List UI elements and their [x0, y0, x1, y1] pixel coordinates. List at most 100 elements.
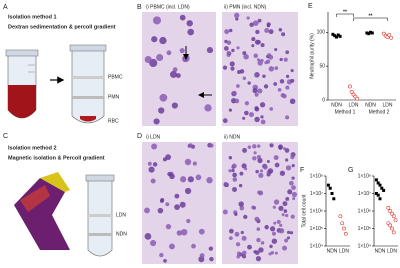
cell [172, 67, 178, 73]
data-point [335, 35, 338, 39]
cell [236, 46, 240, 50]
panel-letter: B [137, 4, 142, 11]
cell [251, 44, 255, 48]
data-point [390, 226, 394, 231]
data-point [355, 96, 360, 101]
cell [156, 53, 164, 62]
cell [266, 24, 271, 28]
cell [244, 101, 250, 106]
cell [285, 213, 289, 218]
tube-c [85, 174, 115, 257]
cell [285, 50, 290, 55]
x-tick-label: NDN [327, 248, 338, 254]
panel-title: Isolation method 2 [8, 145, 57, 151]
cell [179, 48, 185, 54]
cell [236, 84, 240, 88]
cell [269, 143, 274, 148]
cell [254, 72, 258, 76]
cell [268, 252, 272, 256]
cell [235, 242, 241, 247]
data-point [326, 183, 330, 187]
panel-letter: G [348, 167, 353, 174]
cell [209, 143, 214, 148]
cell [179, 14, 186, 21]
cell [234, 231, 240, 237]
x-tick-label: LDN [387, 248, 397, 254]
cell [234, 12, 240, 18]
cell [257, 157, 263, 164]
cell [158, 107, 165, 114]
cell [274, 47, 278, 52]
panel-letter: A [3, 4, 8, 11]
y-tick-label: 1×10⁵ [358, 226, 371, 232]
data-point [369, 30, 372, 34]
cell [266, 160, 270, 164]
cell [228, 228, 234, 234]
cell [256, 227, 261, 231]
cell [254, 39, 261, 45]
layer-label: LDN [116, 212, 126, 218]
y-tick-label: 1×10⁵ [310, 226, 323, 232]
cell [222, 65, 228, 70]
cell [273, 82, 278, 86]
cell [286, 236, 290, 240]
data-point [340, 221, 345, 226]
cell [228, 28, 233, 33]
cell [188, 143, 193, 148]
x-tick-label: NDN [365, 102, 376, 108]
cell [180, 176, 187, 183]
cell [285, 85, 290, 90]
cell [279, 79, 285, 84]
cell [165, 223, 172, 230]
cell [224, 39, 228, 44]
cell [287, 189, 293, 195]
cell [254, 216, 260, 222]
cell [252, 88, 258, 94]
cell [198, 228, 205, 235]
data-point [391, 214, 396, 219]
cell [278, 28, 283, 32]
cell [150, 239, 157, 247]
image-label: i) PBMC (incl. LDN) [146, 4, 190, 10]
cell [234, 212, 238, 216]
panel-letter: D [137, 133, 142, 140]
magnet [14, 172, 70, 250]
cell [285, 115, 290, 120]
cell [282, 147, 286, 151]
cell [273, 221, 277, 225]
cell [159, 36, 167, 45]
y-tick-label: 1×10⁴ [310, 243, 323, 249]
cell [186, 20, 193, 27]
cell [187, 28, 195, 36]
data-point [388, 223, 393, 228]
cell [252, 20, 259, 26]
group-label: Method 1 [335, 109, 356, 115]
cell [268, 29, 274, 35]
cell [232, 90, 237, 96]
cell [242, 51, 247, 56]
cell [222, 209, 228, 215]
data-point [370, 31, 374, 35]
group-label: Method 2 [369, 109, 390, 115]
cell [174, 204, 180, 211]
cell [162, 157, 167, 162]
micrograph [142, 12, 216, 126]
cell [159, 93, 168, 102]
cell [169, 243, 175, 250]
cell [271, 231, 277, 236]
cell [260, 119, 266, 125]
data-point [387, 33, 392, 37]
cell [166, 50, 172, 56]
cell [151, 36, 158, 43]
cell [291, 163, 295, 168]
tube-left [5, 49, 39, 119]
data-point [388, 209, 393, 213]
cell [157, 207, 164, 214]
data-point [349, 89, 354, 94]
x-tick-label: NDN [331, 102, 342, 108]
panel-letter: E [308, 3, 313, 10]
cell [291, 191, 298, 198]
cell [192, 161, 197, 166]
cell [274, 251, 278, 255]
y-tick-label: 1×10⁷ [310, 191, 323, 197]
